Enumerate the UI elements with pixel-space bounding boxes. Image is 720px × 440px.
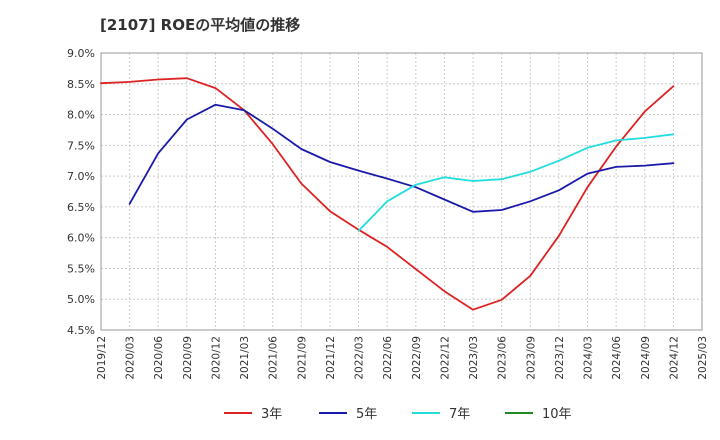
y-tick-label: 4.5% [67, 324, 95, 337]
x-tick-label: 2023/09 [525, 336, 537, 380]
x-tick-label: 2024/09 [640, 336, 652, 380]
x-tick-label: 2022/03 [354, 336, 366, 380]
x-tick-label: 2021/06 [268, 336, 280, 380]
legend-label-2: 7年 [449, 407, 470, 422]
x-tick-label: 2024/03 [583, 336, 595, 380]
y-tick-label: 9.0% [67, 47, 95, 60]
x-tick-label: 2020/12 [210, 336, 222, 380]
legend-label-1: 5年 [356, 407, 377, 422]
y-tick-label: 7.0% [67, 170, 95, 183]
x-axis: 2019/12 2020/03 2020/06 2020/09 2020/12 2021/… [96, 336, 709, 380]
series-layer [100, 77, 675, 311]
legend: 3年 5年 7年 10年 [224, 407, 572, 422]
x-tick-label: 2021/12 [325, 336, 337, 380]
x-tick-label: 2024/06 [611, 336, 623, 380]
legend-label-0: 3年 [261, 407, 282, 422]
y-tick-label: 5.5% [67, 262, 95, 275]
x-tick-label: 2021/03 [239, 336, 251, 380]
x-tick-label: 2020/06 [153, 336, 165, 380]
series-line-1 [128, 103, 675, 213]
x-tick-label: 2022/12 [439, 336, 451, 380]
legend-label-3: 10年 [542, 407, 572, 422]
x-tick-label: 2021/09 [296, 336, 308, 380]
y-tick-label: 6.5% [67, 201, 95, 214]
x-tick-label: 2023/06 [497, 336, 509, 380]
chart-title: [2107] ROEの平均値の推移 [100, 16, 301, 34]
x-tick-label: 2023/12 [554, 336, 566, 380]
series-line-2 [357, 133, 675, 232]
y-tick-label: 8.0% [67, 109, 95, 122]
x-tick-label: 2024/12 [668, 336, 680, 380]
y-tick-label: 6.0% [67, 232, 95, 245]
x-tick-label: 2025/03 [697, 336, 709, 380]
y-tick-label: 7.5% [67, 139, 95, 152]
y-tick-label: 8.5% [67, 78, 95, 91]
x-tick-label: 2023/03 [468, 336, 480, 380]
series-line-0 [100, 77, 675, 311]
x-tick-label: 2020/09 [182, 336, 194, 380]
x-tick-label: 2022/06 [382, 336, 394, 380]
x-tick-label: 2022/09 [411, 336, 423, 380]
grid-layer [100, 52, 703, 331]
y-tick-label: 5.0% [67, 293, 95, 306]
x-tick-label: 2020/03 [125, 336, 137, 380]
y-axis: 4.5% 5.0% 5.5% 6.0% 6.5% 7.0% 7.5% 8.0% 8.5% 9.0% [67, 47, 95, 337]
plot-frame [100, 52, 703, 331]
x-tick-label: 2019/12 [96, 336, 108, 380]
